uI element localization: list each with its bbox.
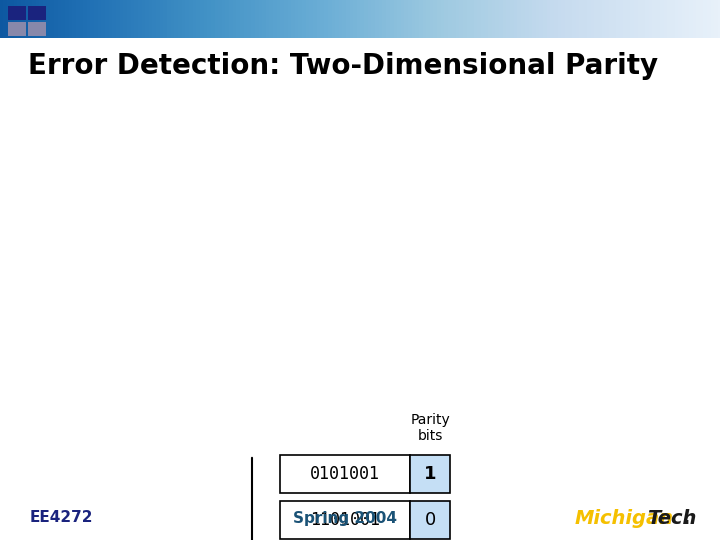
Bar (280, 455, 410, 493)
Bar (28, 22, 46, 36)
Bar (28, 6, 46, 20)
Bar (8, 6, 26, 20)
Text: Michigan: Michigan (575, 509, 674, 528)
Bar (410, 501, 450, 539)
Text: .: . (683, 509, 690, 528)
Text: 1101001: 1101001 (310, 511, 380, 529)
Text: Parity
bits: Parity bits (410, 413, 450, 443)
Bar (280, 501, 410, 539)
Text: 1: 1 (424, 465, 436, 483)
Text: Tech: Tech (647, 509, 696, 528)
Text: Error Detection: Two-Dimensional Parity: Error Detection: Two-Dimensional Parity (28, 52, 658, 80)
Bar (410, 455, 450, 493)
Text: Spring 2004: Spring 2004 (293, 510, 397, 525)
Bar (8, 22, 26, 36)
Text: 0101001: 0101001 (310, 465, 380, 483)
Text: EE4272: EE4272 (30, 510, 94, 525)
Text: 0: 0 (424, 511, 436, 529)
